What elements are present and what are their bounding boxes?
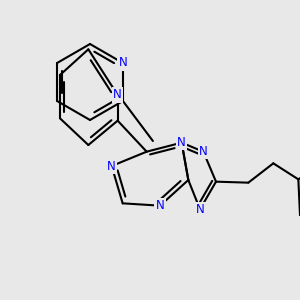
Text: N: N — [156, 199, 164, 212]
Text: N: N — [107, 160, 116, 172]
Text: N: N — [177, 136, 186, 149]
Text: N: N — [118, 56, 127, 70]
Text: N: N — [196, 203, 204, 216]
Text: N: N — [113, 88, 122, 101]
Text: N: N — [199, 145, 208, 158]
